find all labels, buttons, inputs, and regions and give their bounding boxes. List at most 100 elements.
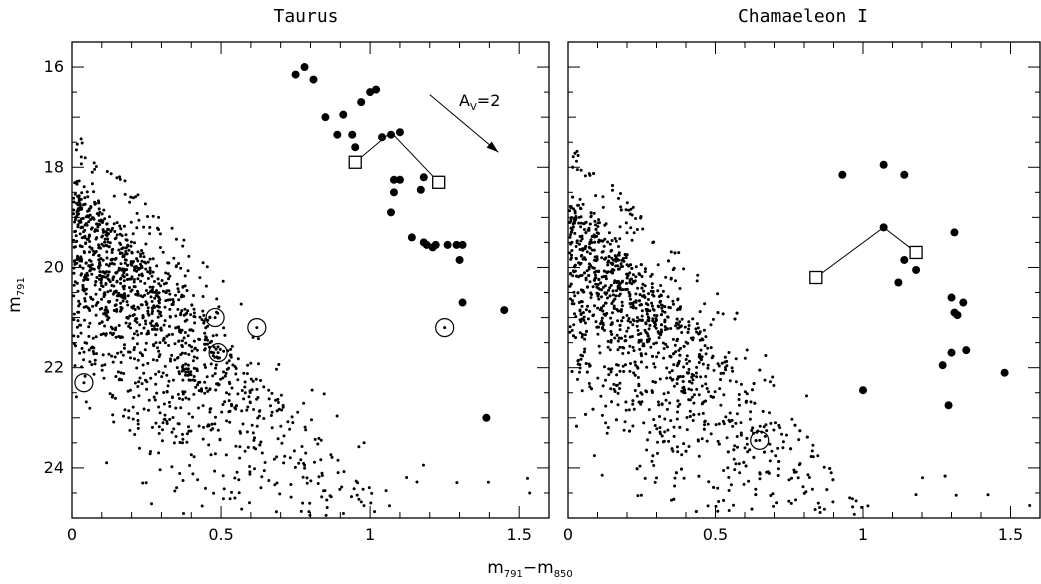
field-star-dot (574, 336, 578, 340)
field-star-dot (126, 263, 130, 267)
field-star-dot (150, 502, 153, 506)
field-star-dot (739, 382, 743, 386)
field-star-dot (149, 376, 153, 380)
member-point (395, 128, 404, 137)
field-star-dot (272, 457, 276, 461)
field-star-dot (79, 137, 83, 141)
field-star-dot (101, 270, 105, 274)
field-star-dot (568, 297, 572, 301)
field-star-dot (605, 271, 609, 275)
field-star-dot (692, 374, 696, 377)
field-star-dot (802, 491, 806, 495)
field-star-dot (146, 329, 150, 333)
field-star-dot (642, 421, 646, 425)
field-star-dot (146, 291, 150, 295)
field-star-dot (117, 294, 121, 298)
field-star-dot (662, 392, 666, 396)
axes-chamaeleon: 0 0.5 1 1.5 (563, 42, 1041, 544)
field-star-dot (118, 175, 122, 179)
field-star-dot (665, 345, 669, 349)
field-star-dot (88, 233, 91, 237)
field-star-dot (129, 260, 133, 264)
field-star-dot (706, 422, 710, 426)
field-star-dot (114, 375, 118, 378)
field-star-dot (617, 251, 621, 255)
field-star-dot (148, 257, 152, 261)
field-star-dot (142, 326, 146, 330)
field-star-dot (609, 340, 613, 344)
field-star-dot (118, 224, 122, 228)
field-star-dot (190, 345, 193, 349)
field-star-dot (150, 425, 154, 429)
field-star-dot (728, 379, 732, 383)
field-star-dot (137, 267, 141, 271)
field-star-dot (230, 344, 234, 348)
points-group-chamaeleon (568, 149, 1032, 516)
field-star-dot (88, 309, 92, 312)
field-star-dot (158, 232, 162, 236)
field-star-dot (143, 293, 147, 297)
field-star-dot (216, 345, 220, 349)
field-star-dot (83, 374, 87, 378)
field-star-dot (218, 438, 222, 442)
field-star-dot (192, 455, 196, 459)
field-star-dot (325, 498, 329, 502)
field-star-dot (157, 405, 161, 409)
field-star-dot (117, 335, 121, 338)
field-star-dot (202, 320, 206, 323)
field-star-dot (660, 434, 664, 438)
field-star-dot (635, 467, 639, 471)
field-star-dot (569, 205, 573, 209)
field-star-dot (576, 377, 579, 381)
field-star-dot (646, 308, 649, 312)
field-star-dot (629, 226, 633, 230)
field-star-dot (734, 421, 738, 425)
field-star-dot (618, 292, 622, 296)
field-star-dot (732, 448, 736, 452)
field-star-dot (731, 369, 735, 373)
field-star-dot (342, 470, 346, 474)
field-star-dot (132, 280, 136, 284)
field-star-dot (624, 408, 628, 412)
field-star-dot (180, 339, 184, 343)
field-star-dot (218, 356, 221, 360)
field-star-dot (608, 294, 612, 298)
field-star-dot (165, 422, 169, 425)
field-star-dot (252, 408, 256, 411)
field-star-dot (633, 360, 637, 364)
field-star-dot (313, 460, 316, 464)
field-star-dot (140, 303, 144, 307)
field-star-dot (76, 310, 80, 314)
field-star-dot (569, 217, 573, 221)
field-star-dot (257, 362, 260, 366)
field-star-dot (136, 333, 140, 337)
field-star-dot (650, 272, 654, 276)
field-star-dot (150, 327, 154, 331)
field-star-dot (733, 468, 737, 472)
field-star-dot (611, 289, 615, 293)
field-star-dot (728, 411, 732, 415)
field-star-dot (102, 208, 106, 212)
field-star-dot (666, 295, 670, 299)
field-star-dot (79, 331, 83, 335)
field-star-dot (99, 246, 102, 250)
field-star-dot (192, 307, 196, 311)
field-star-dot (604, 277, 608, 281)
field-star-dot (84, 287, 88, 291)
field-star-dot (603, 237, 607, 241)
member-point (291, 70, 300, 79)
field-star-dot (350, 495, 353, 499)
field-star-dot (80, 346, 84, 350)
field-star-dot (209, 350, 213, 354)
field-star-dot (631, 424, 635, 428)
field-star-dot (357, 497, 361, 501)
field-star-dot (97, 213, 101, 217)
field-star-dot (288, 427, 292, 431)
field-star-dot (572, 334, 575, 338)
field-star-dot (257, 414, 261, 418)
field-star-dot (336, 471, 340, 475)
field-star-dot (144, 289, 148, 292)
field-star-dot (136, 411, 140, 415)
field-star-dot (188, 378, 192, 382)
